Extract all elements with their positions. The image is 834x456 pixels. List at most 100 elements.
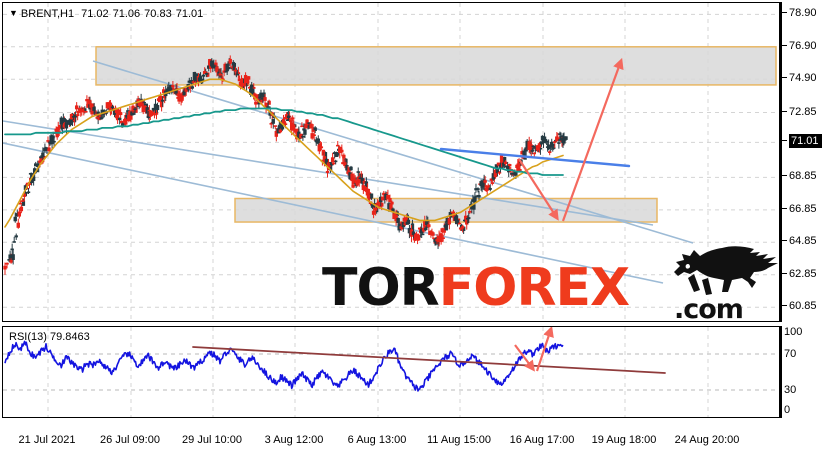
rsi-chart-canvas[interactable] [3, 327, 779, 417]
candle-body [84, 111, 88, 113]
price-chart-panel[interactable]: ▼ BRENT,H1 71.02 71.06 70.83 71.01 [2, 2, 780, 322]
candle-body [120, 120, 124, 124]
price-axis-tick-label: 76.90 [789, 39, 817, 52]
candle-body [457, 222, 462, 225]
candle-body [190, 86, 195, 89]
channel-trendline[interactable] [92, 60, 694, 244]
candle-body [411, 231, 416, 236]
candle-body [44, 147, 48, 149]
candle-body [430, 231, 434, 233]
candle-body [251, 88, 255, 94]
rsi-forecast-arrow-down[interactable] [514, 344, 535, 372]
candle-body [342, 154, 346, 159]
candle-body [85, 99, 89, 102]
time-axis-tick-label: 24 Aug 20:00 [674, 434, 740, 446]
candle-body [12, 241, 16, 243]
forecast-arrow-up[interactable] [561, 57, 624, 222]
high-value: 71.06 [112, 8, 141, 20]
candle-body [412, 238, 417, 241]
price-chart-canvas[interactable] [3, 3, 779, 321]
candle-body [547, 151, 552, 153]
candle-body [350, 173, 354, 182]
price-axis-tick: 60.85 [782, 300, 817, 312]
candle-body [118, 112, 123, 116]
price-axis-tick: 76.90 [782, 40, 817, 52]
candle-body [167, 86, 171, 91]
candle-body [447, 218, 452, 225]
candle-body [464, 215, 468, 220]
price-forecast-arrows[interactable] [518, 57, 624, 222]
candle-body [481, 180, 485, 188]
price-axis-tick-label: 60.85 [789, 300, 817, 313]
candle-body [504, 165, 509, 168]
price-axis-tick: 74.90 [782, 72, 817, 84]
time-x-axis[interactable]: 21 Jul 2021 26 Jul 09:00 29 Jul 10:00 3 Aug… [2, 420, 780, 450]
forecast-arrow-down[interactable] [518, 158, 559, 221]
candle-body [18, 202, 23, 205]
candle-body [99, 117, 103, 120]
candle-body [278, 129, 283, 133]
candle-body [39, 156, 43, 158]
rsi-y-axis[interactable]: 100 70 30 0 [780, 326, 834, 418]
price-y-axis[interactable]: 78.90 76.90 74.90 72.85 71.01 68.85 66.85 64.85… [780, 2, 834, 322]
candle-body [155, 105, 160, 111]
rsi-label: RSI(13) [9, 331, 47, 343]
rsi-line[interactable] [4, 340, 564, 392]
candle-body [537, 143, 542, 148]
candle-body [315, 141, 319, 144]
candle-body [416, 234, 421, 241]
candle-body [335, 152, 339, 157]
rsi-axis-tick-label: 100 [784, 326, 803, 338]
candle-body [218, 73, 222, 76]
tick-mark-icon [782, 175, 787, 177]
ma-fast-line[interactable] [4, 78, 564, 228]
candle-body [210, 60, 214, 67]
price-chart-legend: ▼ BRENT,H1 71.02 71.06 70.83 71.01 [9, 7, 207, 20]
candle-body [150, 111, 155, 115]
candle-body [333, 160, 338, 163]
candle-body [343, 162, 347, 167]
rsi-indicator-panel[interactable]: RSI(13) 79.8463 [2, 326, 780, 418]
price-axis-tick: 78.90 [782, 7, 817, 19]
blue-resistance-line[interactable] [439, 147, 631, 168]
candle-body [41, 152, 45, 157]
candle-body [87, 100, 91, 104]
rsi-forecast-arrow-up[interactable] [535, 327, 554, 372]
candle-body [130, 111, 134, 116]
tick-mark-icon [782, 77, 787, 79]
channel-trendline[interactable] [3, 142, 664, 284]
candle-body [522, 150, 526, 156]
candle-body [496, 162, 501, 166]
candle-body [377, 201, 381, 204]
triangle-down-icon[interactable]: ▼ [9, 8, 18, 18]
ma-slow-line[interactable] [4, 107, 564, 176]
time-axis-tick-label: 21 Jul 2021 [18, 434, 76, 446]
candle-body [476, 188, 480, 190]
candle-body [438, 236, 442, 239]
candle-body [369, 193, 374, 199]
candle-body [17, 211, 22, 217]
price-axis-tick-label: 64.85 [789, 235, 817, 248]
candle-body [301, 135, 305, 138]
candle-body [179, 99, 183, 102]
candle-body [274, 130, 279, 137]
candle-body [201, 74, 206, 77]
candle-body [255, 94, 259, 99]
price-axis-tick: 62.85 [782, 268, 817, 280]
candle-body [123, 118, 127, 122]
candle-body [455, 219, 460, 225]
rsi-forecast-arrows[interactable] [514, 327, 554, 372]
price-axis-tick-label: 78.90 [789, 7, 817, 20]
candle-body [406, 219, 411, 225]
rsi-descending-trendline[interactable] [192, 346, 666, 374]
open-value: 71.02 [81, 8, 109, 20]
candle-body [366, 195, 371, 198]
candle-body [283, 123, 288, 125]
candle-body [126, 110, 130, 112]
candle-body [13, 216, 17, 222]
candle-body [312, 134, 316, 137]
candle-body [319, 146, 324, 149]
candle-body [51, 135, 55, 139]
candle-body [542, 136, 547, 140]
candle-body [530, 150, 534, 152]
